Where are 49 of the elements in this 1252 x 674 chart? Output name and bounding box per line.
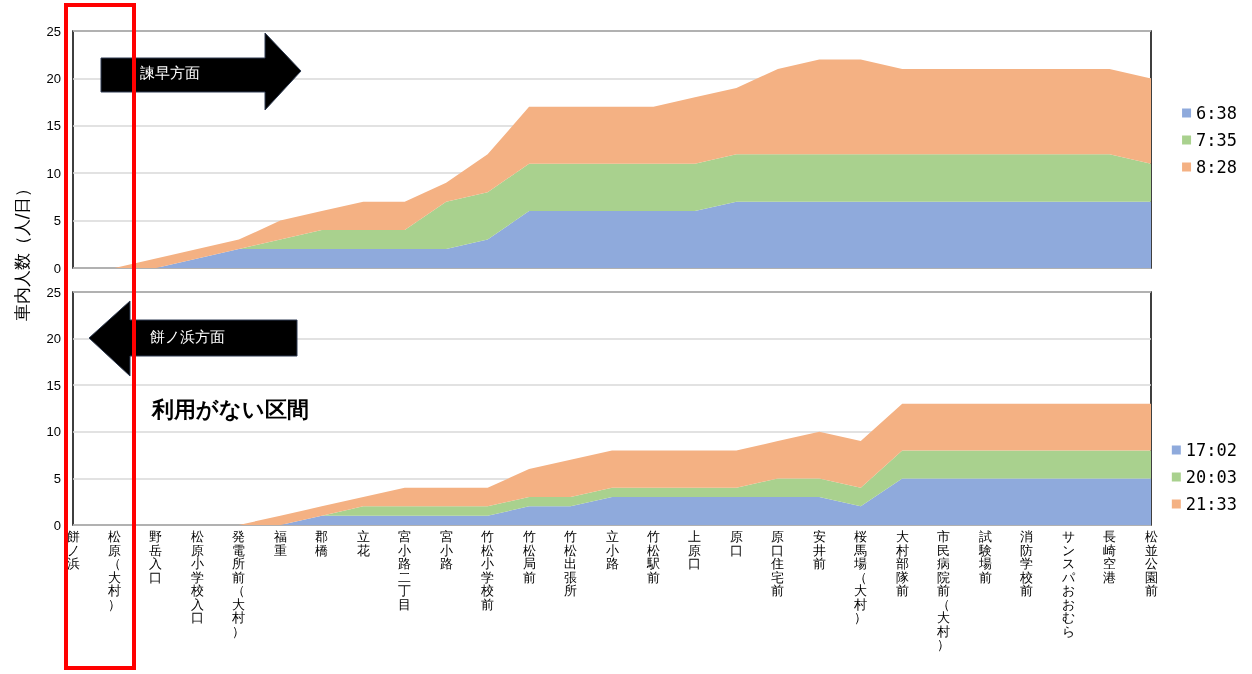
x-tick-label: 松原小学校入口 xyxy=(190,529,205,625)
legend-label: 6:38 xyxy=(1196,103,1238,123)
y-tick-label: 15 xyxy=(46,377,61,393)
x-tick-label: 原口 xyxy=(729,529,744,558)
x-tick-label: 福重 xyxy=(273,529,288,558)
x-tick-label: 発電所前（大村） xyxy=(231,529,246,639)
x-tick-label: 立小路 xyxy=(605,529,619,571)
category-label: 市民病院前（大村） xyxy=(937,529,951,652)
y-tick-label: 25 xyxy=(46,23,61,39)
x-tick-label: 立花 xyxy=(356,529,371,558)
y-tick-label: 15 xyxy=(46,118,61,134)
legend-label: 17:02 xyxy=(1185,440,1238,460)
x-tick-label: 竹松局前 xyxy=(522,529,537,585)
x-tick-label: 竹松小学校前 xyxy=(480,529,495,612)
y-tick-label: 20 xyxy=(46,331,61,347)
x-tick-label: 宮小路二丁目 xyxy=(397,529,412,612)
y-tick-label: 10 xyxy=(46,424,61,440)
x-tick-label: 大村部隊前 xyxy=(895,529,910,598)
x-tick-label: 試験場前 xyxy=(978,529,993,585)
annotation: 餅ノ浜方面 xyxy=(150,328,225,347)
x-tick-label: 野岳入口 xyxy=(148,529,163,585)
x-tick-label: 桜馬場（大村） xyxy=(853,529,868,625)
annotation: 利用がない区間 xyxy=(152,396,309,424)
y-axis-title: 車内人数（人/日） xyxy=(11,179,34,321)
x-tick-label: 松並公園前 xyxy=(1144,529,1158,598)
legend-label: 21:33 xyxy=(1185,494,1238,514)
y-tick-label: 0 xyxy=(53,517,61,533)
y-tick-label: 0 xyxy=(53,260,61,276)
x-tick-label: 消防学校前 xyxy=(1019,529,1034,598)
x-tick-label: 原口住宅前 xyxy=(770,529,785,598)
y-tick-label: 10 xyxy=(46,165,61,181)
x-tick-label: 松原（大村） xyxy=(107,529,122,612)
x-tick-label: 餅ノ浜 xyxy=(66,529,80,571)
x-tick-label: 上原口 xyxy=(687,529,702,571)
x-tick-label: 宮小路 xyxy=(439,529,454,571)
legend-label: 8:28 xyxy=(1196,157,1238,177)
y-tick-label: 5 xyxy=(53,213,61,229)
x-tick-label: 長崎空港 xyxy=(1102,529,1117,585)
x-tick-label: 竹松駅前 xyxy=(646,529,661,585)
x-tick-label: サンスパおおむら xyxy=(1061,529,1076,639)
y-tick-label: 5 xyxy=(53,470,61,486)
legend-label: 7:35 xyxy=(1196,130,1238,150)
x-tick-label: 竹松出張所 xyxy=(563,529,578,598)
x-tick-label: 安井前 xyxy=(812,529,827,571)
legend-label: 20:03 xyxy=(1185,467,1238,487)
y-tick-label: 20 xyxy=(46,70,61,86)
y-tick-label: 25 xyxy=(46,284,61,300)
x-tick-label: 郡橋 xyxy=(314,529,329,558)
annotation: 諫早方面 xyxy=(140,64,200,83)
